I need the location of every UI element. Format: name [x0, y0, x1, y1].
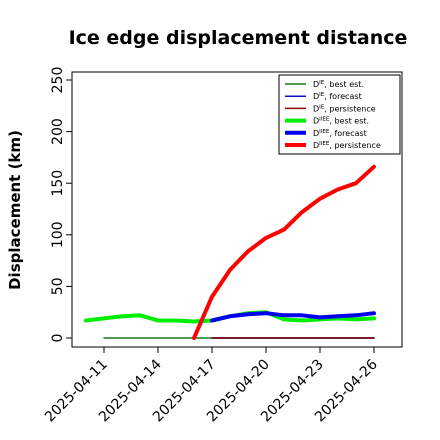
y-tick-label: 200 — [50, 118, 66, 145]
y-tick-label: 150 — [50, 170, 66, 197]
legend: DIE, best est. DIE, forecast DIE, persiste… — [278, 74, 401, 155]
y-tick-label: 250 — [50, 67, 66, 94]
series-line — [210, 311, 376, 323]
legend-entry: DIIEE, persistence — [313, 141, 381, 150]
y-axis-ticks: 0 50 100 150 200 250 — [50, 67, 72, 343]
y-tick-label: 0 — [50, 334, 66, 343]
legend-entry: DIE, persistence — [313, 104, 376, 113]
x-axis-ticks: 2025-04-112025-04-142025-04-172025-04-20… — [42, 347, 381, 425]
legend-box — [278, 74, 401, 155]
series-line — [192, 164, 376, 340]
legend-entry: DIE, forecast — [313, 92, 362, 101]
legend-entry: DIIEE, best est. — [313, 117, 369, 126]
y-axis-label: Displacement (km) — [6, 130, 24, 290]
y-tick-label: 100 — [50, 221, 66, 248]
legend-entry: DIE, best est. — [313, 80, 364, 89]
y-tick-label: 50 — [50, 277, 66, 295]
plot-frame — [71, 71, 403, 348]
series-lines — [84, 164, 376, 340]
legend-entry: DIIEE, forecast — [313, 129, 367, 138]
chart-title: Ice edge displacement distance — [69, 27, 408, 49]
